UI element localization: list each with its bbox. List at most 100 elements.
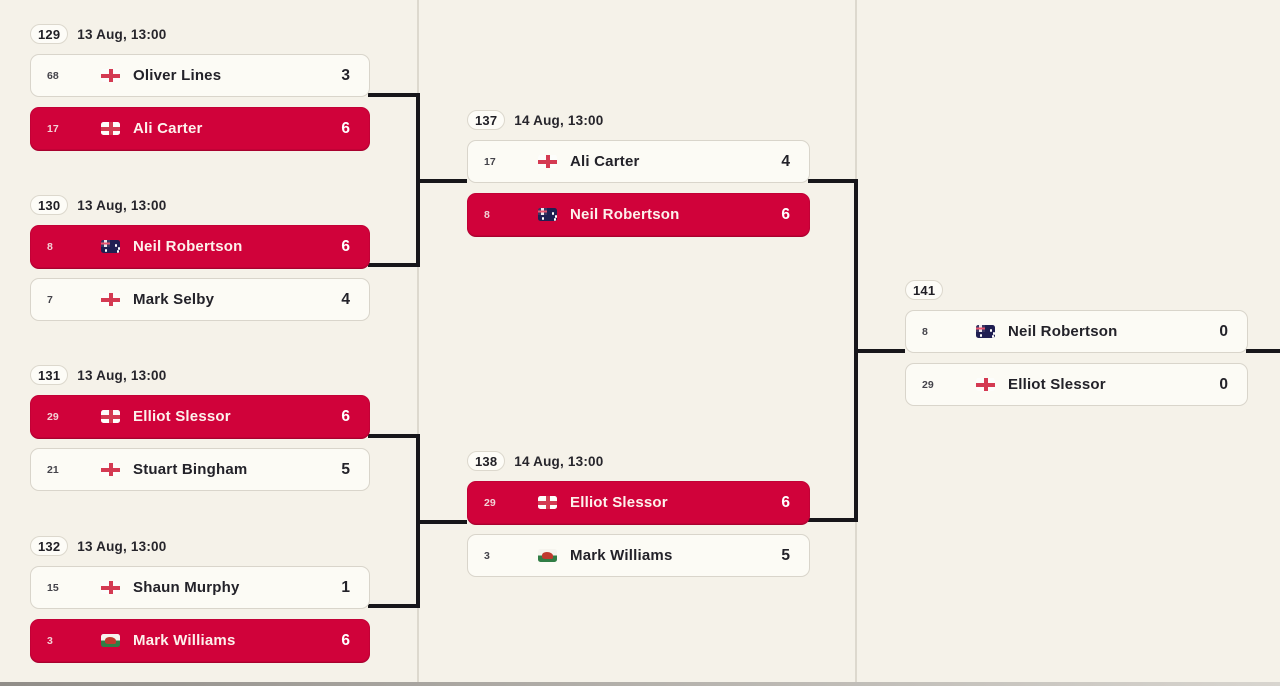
player-name: Elliot Slessor bbox=[133, 408, 231, 425]
player-name: Oliver Lines bbox=[133, 67, 222, 84]
player-row[interactable]: 7 Mark Selby 4 bbox=[30, 278, 370, 321]
player-score: 6 bbox=[341, 119, 350, 137]
player-score: 3 bbox=[341, 66, 350, 84]
england-flag-icon bbox=[101, 293, 120, 306]
player-name: Elliot Slessor bbox=[570, 494, 668, 511]
player-row[interactable]: 21 Stuart Bingham 5 bbox=[30, 448, 370, 491]
england-flag-icon bbox=[538, 155, 557, 168]
match-datetime: 14 Aug, 13:00 bbox=[514, 112, 604, 128]
player-name: Neil Robertson bbox=[1008, 323, 1118, 340]
australia-flag-icon bbox=[538, 208, 557, 221]
player-score: 1 bbox=[341, 578, 350, 596]
match-number-badge: 141 bbox=[905, 280, 944, 300]
player-score: 6 bbox=[341, 407, 350, 425]
player-score: 4 bbox=[781, 152, 790, 170]
match-header: 131 13 Aug, 13:00 bbox=[30, 363, 166, 387]
player-seed: 3 bbox=[47, 634, 53, 647]
player-score: 0 bbox=[1219, 322, 1228, 340]
connector-line bbox=[808, 518, 858, 522]
player-name: Elliot Slessor bbox=[1008, 376, 1106, 393]
england-flag-icon bbox=[538, 496, 557, 509]
player-score: 6 bbox=[341, 237, 350, 255]
match-number-badge: 129 bbox=[30, 24, 69, 44]
player-row[interactable]: 3 Mark Williams 5 bbox=[467, 534, 810, 577]
player-row[interactable]: 17 Ali Carter 4 bbox=[467, 140, 810, 183]
player-seed: 68 bbox=[47, 69, 59, 82]
match-datetime: 14 Aug, 13:00 bbox=[514, 453, 604, 469]
player-seed: 15 bbox=[47, 581, 59, 594]
player-seed: 17 bbox=[484, 155, 496, 168]
match-card-132: 132 13 Aug, 13:00 15 Shaun Murphy 1 3 Ma… bbox=[30, 534, 370, 662]
player-score: 5 bbox=[781, 546, 790, 564]
match-card-130: 130 13 Aug, 13:00 8 Neil Robertson 6 7 M… bbox=[30, 193, 370, 321]
player-seed: 3 bbox=[484, 549, 490, 562]
match-number-badge: 137 bbox=[467, 110, 506, 130]
england-flag-icon bbox=[976, 378, 995, 391]
player-name: Neil Robertson bbox=[570, 206, 680, 223]
wales-flag-icon bbox=[101, 634, 120, 647]
match-number-badge: 138 bbox=[467, 451, 506, 471]
player-score: 6 bbox=[341, 631, 350, 649]
match-header: 130 13 Aug, 13:00 bbox=[30, 193, 166, 217]
player-score: 0 bbox=[1219, 375, 1228, 393]
player-row[interactable]: 8 Neil Robertson 6 bbox=[467, 193, 810, 236]
match-header: 141 bbox=[905, 278, 952, 302]
player-row[interactable]: 68 Oliver Lines 3 bbox=[30, 54, 370, 97]
player-row[interactable]: 8 Neil Robertson 0 bbox=[905, 310, 1248, 353]
player-row[interactable]: 29 Elliot Slessor 6 bbox=[30, 395, 370, 438]
match-datetime: 13 Aug, 13:00 bbox=[77, 197, 167, 213]
australia-flag-icon bbox=[976, 325, 995, 338]
england-flag-icon bbox=[101, 463, 120, 476]
england-flag-icon bbox=[101, 122, 120, 135]
player-row[interactable]: 17 Ali Carter 6 bbox=[30, 107, 370, 150]
player-seed: 8 bbox=[484, 208, 490, 221]
connector-line bbox=[1246, 349, 1280, 353]
player-name: Mark Williams bbox=[133, 632, 236, 649]
player-name: Neil Robertson bbox=[133, 238, 243, 255]
player-name: Mark Williams bbox=[570, 547, 673, 564]
player-row[interactable]: 8 Neil Robertson 6 bbox=[30, 225, 370, 268]
bottom-edge-bar bbox=[0, 682, 1280, 686]
player-seed: 7 bbox=[47, 293, 53, 306]
match-card-137: 137 14 Aug, 13:00 17 Ali Carter 4 8 Neil… bbox=[467, 108, 810, 236]
player-score: 4 bbox=[341, 290, 350, 308]
player-row[interactable]: 29 Elliot Slessor 6 bbox=[467, 481, 810, 524]
column-divider bbox=[417, 0, 419, 686]
match-datetime: 13 Aug, 13:00 bbox=[77, 26, 167, 42]
match-datetime: 13 Aug, 13:00 bbox=[77, 367, 167, 383]
match-number-badge: 132 bbox=[30, 536, 69, 556]
connector-line bbox=[368, 263, 420, 267]
player-score: 6 bbox=[781, 493, 790, 511]
player-name: Mark Selby bbox=[133, 291, 215, 308]
player-row[interactable]: 15 Shaun Murphy 1 bbox=[30, 566, 370, 609]
player-seed: 17 bbox=[47, 122, 59, 135]
connector-line bbox=[368, 434, 420, 438]
match-number-badge: 131 bbox=[30, 365, 69, 385]
connector-line bbox=[854, 349, 905, 353]
england-flag-icon bbox=[101, 69, 120, 82]
match-card-138: 138 14 Aug, 13:00 29 Elliot Slessor 6 3 … bbox=[467, 449, 810, 577]
england-flag-icon bbox=[101, 581, 120, 594]
player-seed: 29 bbox=[922, 378, 934, 391]
player-seed: 8 bbox=[922, 325, 928, 338]
match-datetime: 13 Aug, 13:00 bbox=[77, 538, 167, 554]
connector-line bbox=[416, 179, 467, 183]
player-score: 5 bbox=[341, 460, 350, 478]
player-row[interactable]: 29 Elliot Slessor 0 bbox=[905, 363, 1248, 406]
connector-line bbox=[368, 604, 420, 608]
match-number-badge: 130 bbox=[30, 195, 69, 215]
match-header: 132 13 Aug, 13:00 bbox=[30, 534, 166, 558]
player-row[interactable]: 3 Mark Williams 6 bbox=[30, 619, 370, 662]
player-name: Stuart Bingham bbox=[133, 461, 248, 478]
match-card-131: 131 13 Aug, 13:00 29 Elliot Slessor 6 21… bbox=[30, 363, 370, 491]
connector-line bbox=[368, 93, 420, 97]
player-name: Ali Carter bbox=[570, 153, 640, 170]
match-card-141: 141 8 Neil Robertson 0 29 Elliot Slessor… bbox=[905, 278, 1248, 406]
connector-line bbox=[416, 520, 467, 524]
player-name: Shaun Murphy bbox=[133, 579, 240, 596]
player-seed: 8 bbox=[47, 240, 53, 253]
match-card-129: 129 13 Aug, 13:00 68 Oliver Lines 3 17 A… bbox=[30, 22, 370, 150]
player-seed: 21 bbox=[47, 463, 59, 476]
match-header: 129 13 Aug, 13:00 bbox=[30, 22, 166, 46]
